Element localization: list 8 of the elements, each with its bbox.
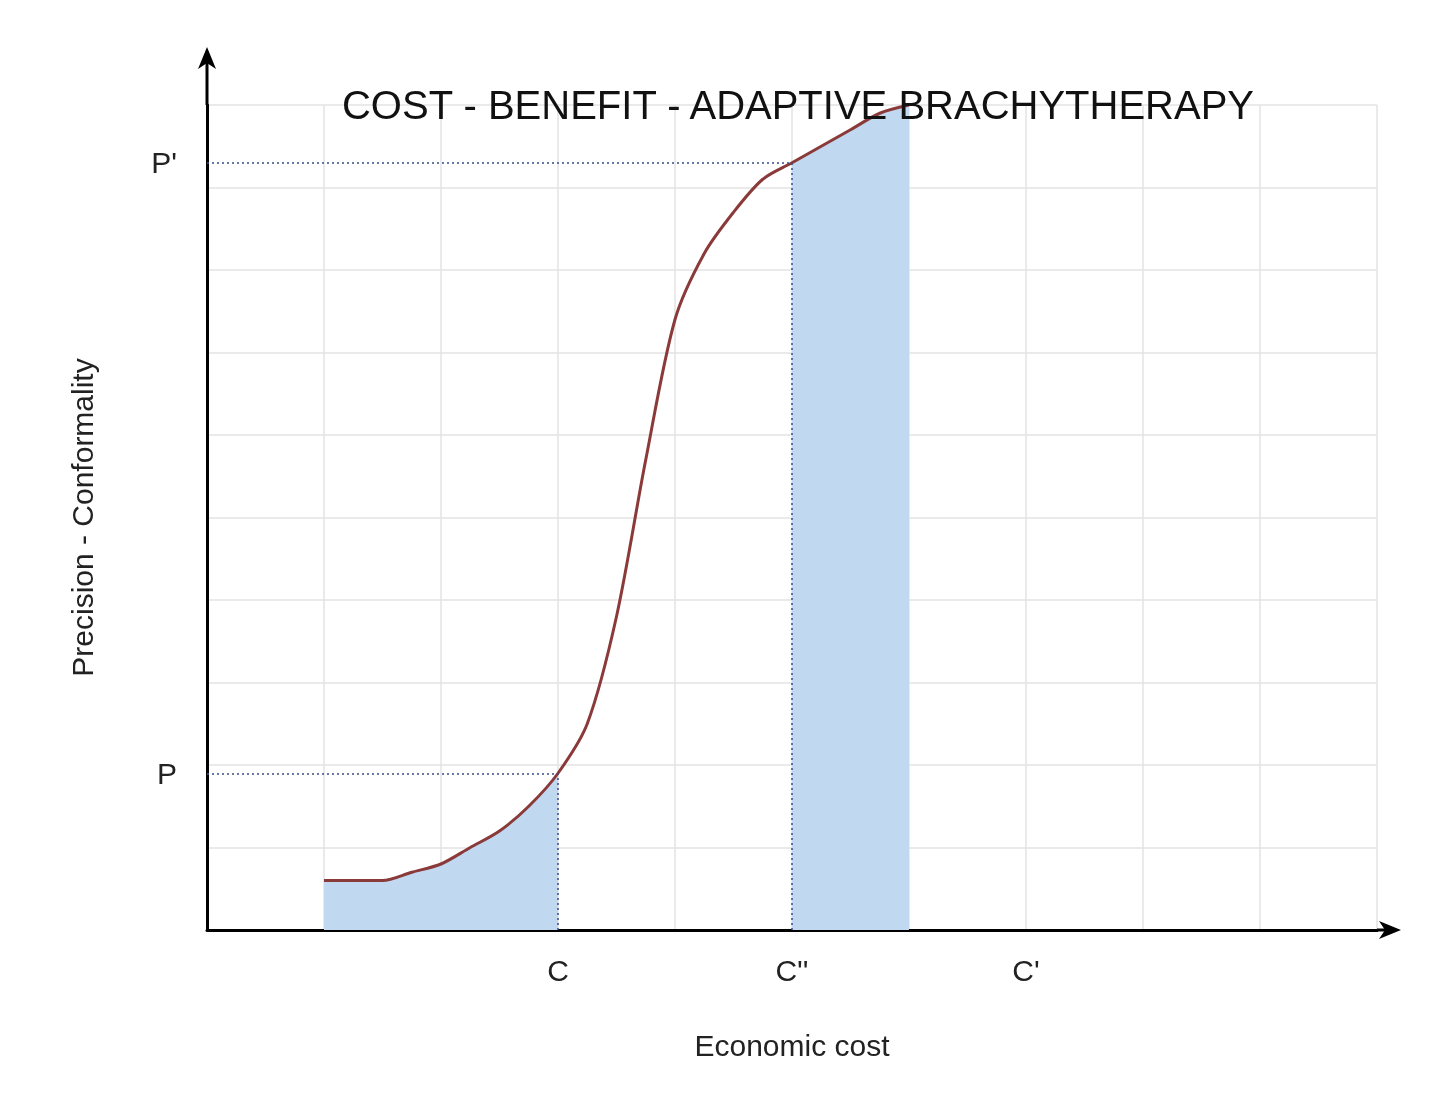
- y-axis-title: Precision - Conformality: [65, 358, 99, 677]
- x-tick-label: C'': [775, 953, 809, 987]
- x-axis-title: Economic cost: [694, 1028, 891, 1062]
- ref-line-label: P': [151, 146, 177, 180]
- x-tick-label: C: [547, 953, 569, 987]
- x-tick-label: C': [1012, 953, 1040, 987]
- ref-line-label: P: [156, 756, 177, 790]
- chart-title: COST - BENEFIT - ADAPTIVE BRACHYTHERAPY: [341, 83, 1255, 127]
